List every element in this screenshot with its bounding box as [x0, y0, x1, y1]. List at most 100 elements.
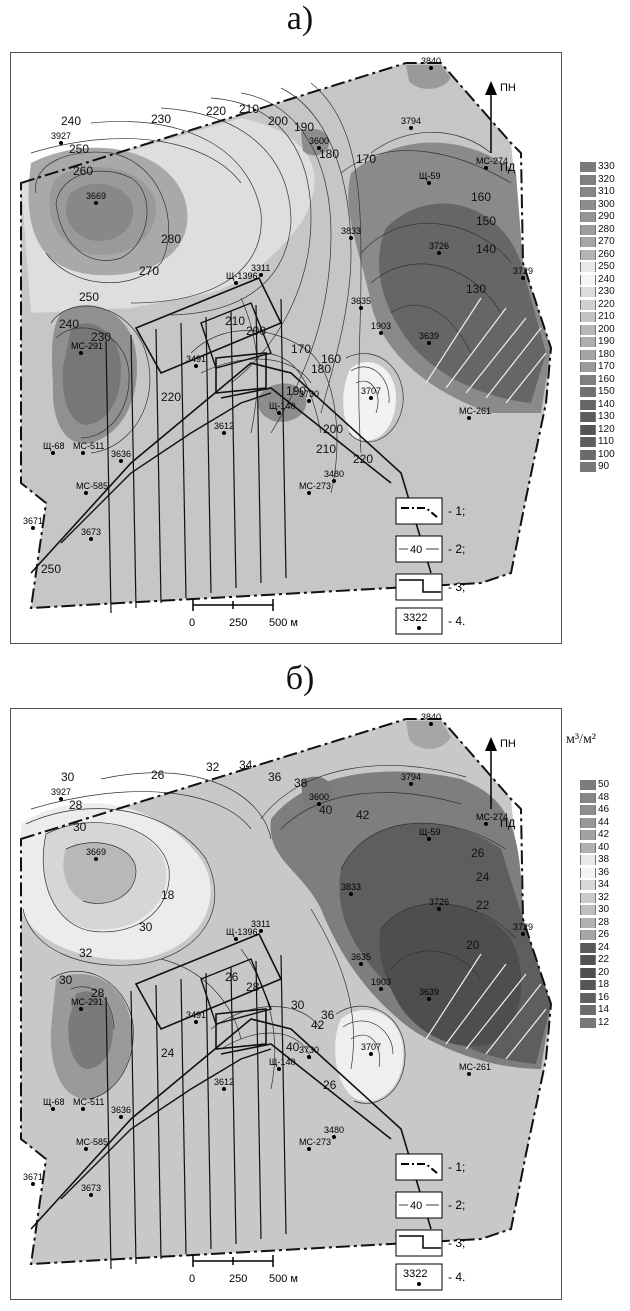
isoline [280, 87, 352, 414]
well-marker [484, 822, 488, 826]
colorbar-level-label: 32 [598, 891, 610, 903]
legend: - 1; 40 - 2; - 3; 3322 - 4. [395, 1153, 465, 1291]
well-marker [31, 1182, 35, 1186]
colorbar-swatch [580, 1005, 596, 1015]
contour-label: 30 [73, 820, 87, 834]
contour-label: 30 [291, 998, 305, 1012]
isoline [160, 958, 242, 1040]
well-label: 3612 [214, 1077, 234, 1087]
fill-zones [21, 63, 551, 608]
colorbar-level-label: 170 [598, 361, 615, 372]
well-marker [427, 181, 431, 185]
well-label: МС-291 [71, 341, 103, 351]
well-label: 3635 [351, 296, 371, 306]
well-marker [307, 399, 311, 403]
well-marker [359, 962, 363, 966]
well-marker [94, 201, 98, 205]
colorbar-level-label: 120 [598, 423, 615, 435]
colorbar-swatch [580, 817, 596, 828]
colorbar-swatch [580, 992, 596, 1003]
contour-label: 220 [353, 452, 373, 466]
contour-label: 32 [79, 946, 93, 960]
well-marker [79, 351, 83, 355]
colorbar-level-label: 200 [598, 323, 615, 335]
well-label: Щ-68 [43, 441, 64, 451]
legend-text: - 4. [448, 1270, 465, 1284]
colorbar-level-label: 34 [598, 879, 610, 890]
well-label: Щ-59 [419, 171, 440, 181]
isoline [360, 223, 512, 264]
isoline [390, 950, 482, 980]
well-label: 3311 [251, 919, 270, 929]
colorbar-level-label: 50 [598, 779, 610, 790]
well-label: МС-261 [459, 1062, 491, 1072]
well-marker [349, 236, 353, 240]
well-label: 3671 [23, 516, 43, 526]
colorbar-swatch [580, 237, 596, 247]
legend-sample [395, 573, 443, 601]
colorbar-level-label: 20 [598, 966, 610, 978]
legend-sample [395, 1263, 443, 1291]
fault-hatch [485, 983, 542, 1055]
colorbar-level-label: 38 [598, 854, 610, 865]
contour-label: 250 [79, 290, 99, 304]
isoline [35, 151, 169, 284]
colorbar-swatch [580, 362, 596, 372]
legend-text: - 2; [448, 542, 465, 556]
scale-bar: 0 250 500 м [189, 599, 298, 629]
scale-tick-label: 250 [229, 617, 247, 629]
contour-label: 200 [246, 324, 266, 338]
colorbar-swatch [580, 892, 596, 903]
well-marker [521, 276, 525, 280]
contour-label: 180 [311, 362, 331, 376]
colorbar-swatch [580, 224, 596, 235]
legend-text: - 4. [448, 614, 465, 628]
longwall-line [280, 954, 287, 1235]
isoline [335, 1005, 406, 1104]
colorbar-swatch [580, 249, 596, 260]
contour-label: 18 [161, 888, 175, 902]
isoline [355, 380, 379, 414]
well-label: 3729 [513, 266, 533, 276]
isoline [240, 948, 276, 1090]
contour-label: 140 [476, 242, 496, 256]
mine-workings [30, 932, 432, 1270]
well-marker [259, 929, 263, 933]
colorbar-swatch [580, 1017, 596, 1028]
isoline [260, 352, 322, 434]
isoline [160, 107, 292, 316]
contour-label: 24 [161, 1046, 175, 1060]
colorbar-swatch [580, 792, 596, 803]
colorbar-swatch [580, 274, 596, 285]
contour-label: 160 [471, 190, 491, 204]
isoline [370, 263, 502, 314]
contour-label: 210 [316, 442, 336, 456]
longwall-line [180, 978, 187, 1255]
contour-label: 38 [294, 776, 308, 790]
legend-sample [395, 497, 443, 525]
well-marker [277, 411, 281, 415]
isoline [240, 92, 332, 434]
well-marker [59, 797, 63, 801]
well-marker [94, 857, 98, 861]
scale-tick-label: 500 м [269, 617, 298, 629]
longwall-line [180, 322, 187, 599]
legend-sample-label: 40 [410, 544, 422, 556]
well-label: МС-273 [299, 481, 331, 491]
colorbar-level-label: 240 [598, 273, 615, 285]
colorbar-swatch [580, 842, 596, 853]
well-marker [317, 146, 321, 150]
north-label: ПН [500, 738, 516, 750]
colorbar-level-label: 18 [598, 979, 610, 990]
well-label: МС-261 [459, 406, 491, 416]
well-label: МС-273 [299, 1137, 331, 1147]
well-label: 3639 [419, 987, 439, 997]
contour-label: 190 [294, 120, 314, 134]
colorbar-level-label: 260 [598, 248, 615, 260]
isoline [340, 150, 512, 184]
well-marker [119, 1115, 123, 1119]
longwall-line [130, 990, 137, 1265]
colorbar-level-label: 230 [598, 286, 615, 297]
